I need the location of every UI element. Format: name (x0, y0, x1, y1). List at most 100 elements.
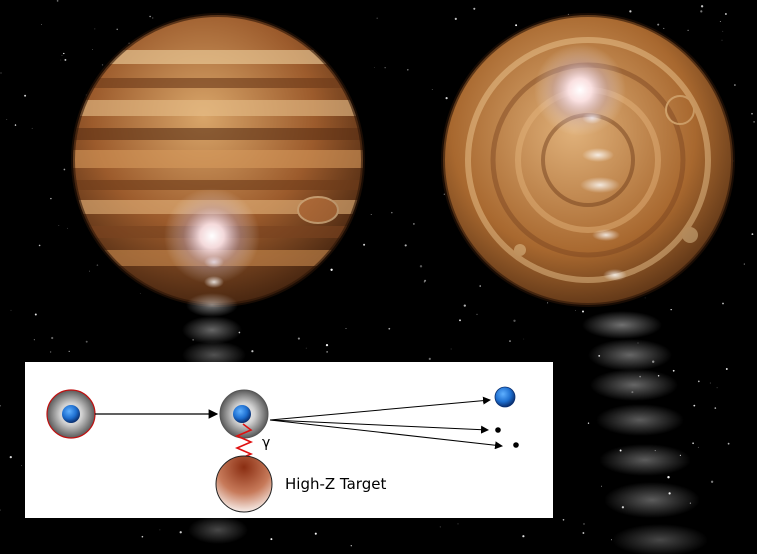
star (0, 405, 1, 407)
star (509, 340, 511, 342)
star (476, 313, 478, 316)
star (727, 442, 730, 445)
high-z-target (215, 455, 273, 513)
star (722, 30, 724, 32)
inset-diagram: γ High-Z Target (25, 362, 553, 518)
outgoing-nucleus (494, 386, 516, 408)
star (384, 67, 386, 69)
star (388, 327, 391, 330)
star (693, 404, 696, 407)
star (404, 244, 407, 247)
star (305, 347, 307, 349)
star (719, 20, 721, 22)
star (724, 13, 727, 15)
interacting-projectile (219, 389, 269, 439)
star (10, 309, 12, 311)
star (373, 67, 375, 68)
star (709, 382, 711, 384)
outgoing-arrow-upper (269, 396, 491, 421)
star (251, 350, 254, 353)
star (692, 442, 694, 445)
star (391, 211, 393, 214)
star (522, 535, 525, 538)
star (14, 124, 17, 126)
star (725, 368, 728, 370)
star (33, 339, 35, 341)
star (670, 309, 671, 311)
star (670, 308, 673, 311)
star (139, 293, 141, 294)
star (443, 193, 445, 195)
star (325, 343, 329, 347)
star (672, 369, 675, 372)
star (21, 465, 22, 467)
star (722, 302, 724, 305)
star (6, 119, 8, 120)
star (376, 17, 378, 19)
star (326, 351, 328, 353)
star (582, 532, 585, 534)
star (96, 264, 99, 266)
star (657, 23, 660, 26)
star (24, 94, 27, 97)
inset-panel (25, 362, 553, 518)
star (710, 480, 714, 483)
star (116, 28, 118, 31)
star (473, 7, 476, 10)
star (38, 244, 41, 247)
star (700, 5, 704, 8)
star (51, 336, 54, 340)
star (716, 387, 718, 389)
star (515, 24, 518, 27)
star (454, 17, 457, 20)
star (587, 422, 590, 424)
star (345, 328, 347, 329)
star (363, 243, 366, 246)
star (141, 535, 144, 538)
star (714, 407, 717, 409)
star (700, 10, 703, 13)
star (751, 233, 754, 236)
star (34, 313, 37, 316)
star (721, 39, 723, 41)
outgoing-arrow-middle (269, 419, 489, 434)
star (350, 545, 352, 547)
star (523, 338, 525, 340)
star (513, 319, 516, 322)
star (697, 446, 699, 448)
star (370, 214, 372, 215)
star (743, 263, 745, 265)
star (85, 340, 88, 343)
star (428, 357, 431, 361)
star (629, 10, 632, 13)
star (479, 285, 481, 287)
star (31, 127, 33, 129)
star (419, 265, 423, 268)
star (270, 538, 273, 541)
high-z-target-label: High-Z Target (285, 475, 386, 493)
star (297, 337, 300, 340)
photon-symbol-label: γ (262, 435, 270, 451)
star (644, 297, 646, 299)
star (41, 24, 42, 25)
star (68, 350, 70, 353)
star (734, 84, 736, 86)
star (0, 509, 1, 511)
incoming-projectile (46, 389, 96, 439)
star (50, 197, 52, 200)
star (406, 68, 409, 71)
star (63, 168, 66, 171)
star (431, 89, 433, 90)
star (445, 97, 448, 100)
star (583, 523, 585, 525)
star (697, 380, 700, 383)
star (450, 348, 452, 350)
left-impact-flash (164, 188, 260, 284)
star (101, 64, 104, 66)
star (581, 310, 585, 313)
star (601, 485, 602, 487)
star (439, 526, 441, 528)
star (547, 302, 549, 304)
star (663, 27, 665, 29)
